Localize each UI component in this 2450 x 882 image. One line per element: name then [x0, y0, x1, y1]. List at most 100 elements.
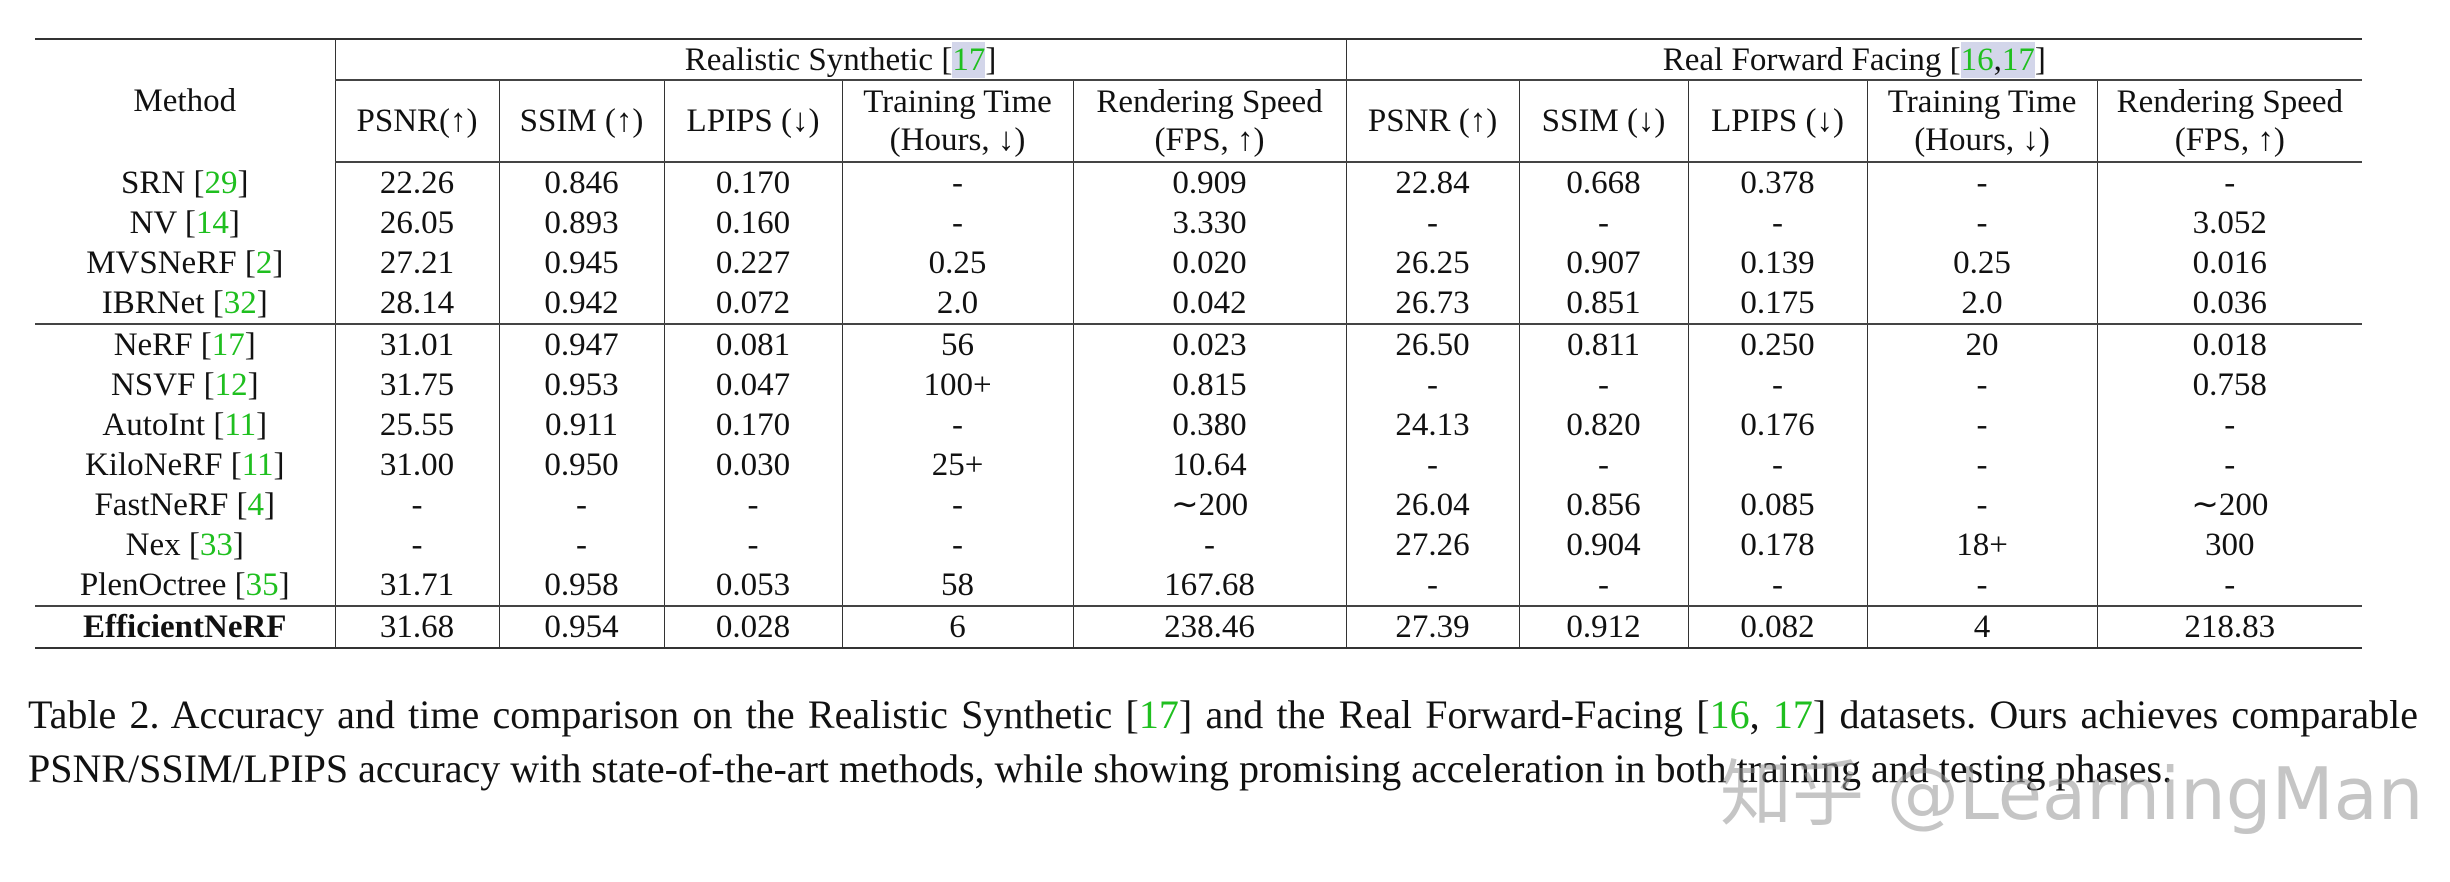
citation-link[interactable]: 33: [199, 527, 233, 563]
citation-link[interactable]: 16: [1960, 41, 1994, 78]
value-cell: 31.01: [334, 323, 500, 365]
citation-link[interactable]: 17: [952, 41, 986, 78]
citation-link[interactable]: 35: [245, 567, 279, 603]
value-cell: 0.030: [663, 445, 843, 485]
method-cell: MVSNeRF [2]: [35, 243, 336, 283]
value-cell: 0.047: [663, 365, 843, 405]
citation-link[interactable]: 4: [247, 487, 265, 523]
value-cell: 6: [841, 605, 1074, 649]
value-cell: 0.856: [1518, 485, 1689, 525]
column-header: PSNR (↑): [1345, 80, 1520, 163]
value-cell: ∼200: [2096, 485, 2363, 525]
group-label: Real Forward Facing: [1662, 41, 1950, 78]
table-row: SRN [29] 22.26 0.846 0.170-0.909 22.84 0.668 0…: [35, 162, 2363, 203]
value-cell: -: [1866, 365, 2098, 405]
value-cell: 0.953: [498, 365, 665, 405]
value-cell: 26.50: [1345, 323, 1520, 365]
table-row: NSVF [12] 31.75 0.953 0.047 100+ 0.815- - - -0.7…: [35, 365, 2363, 405]
value-cell: 20: [1866, 323, 2098, 365]
value-cell: 58: [841, 565, 1074, 606]
method-name: EfficientNeRF: [83, 609, 287, 645]
citation-link[interactable]: 2: [255, 245, 273, 281]
column-header: Rendering Speed (FPS, ↑): [2096, 80, 2363, 163]
group-label: Realistic Synthetic: [684, 41, 942, 78]
value-cell: -: [334, 485, 500, 525]
value-cell: -: [1866, 162, 2098, 203]
column-header-line: SSIM (↓): [1541, 103, 1666, 139]
value-cell: 0.815: [1072, 365, 1347, 405]
citation-link[interactable]: 12: [214, 367, 248, 403]
column-header-line: Rendering Speed: [1096, 84, 1323, 120]
column-header: Rendering Speed (FPS, ↑): [1072, 80, 1347, 163]
value-cell: 218.83: [2096, 605, 2363, 649]
value-cell: -: [663, 485, 843, 525]
value-cell: 0.945: [498, 243, 665, 283]
value-cell: 0.846: [498, 162, 665, 203]
value-cell: 300: [2096, 525, 2363, 565]
citation-link[interactable]: 16: [1709, 692, 1750, 737]
value-cell: -: [663, 525, 843, 565]
value-cell: 28.14: [334, 283, 500, 324]
citation-link[interactable]: 17: [1138, 692, 1179, 737]
method-name: MVSNeRF: [86, 245, 245, 281]
citation-link[interactable]: 32: [223, 285, 257, 321]
value-cell: 0.380: [1072, 405, 1347, 445]
value-cell: 2.0: [841, 283, 1074, 324]
value-cell: 0.912: [1518, 605, 1689, 649]
method-name: IBRNet: [101, 285, 213, 321]
citation-link[interactable]: 17: [211, 327, 245, 363]
citation-link[interactable]: 17: [1772, 692, 1813, 737]
value-cell: 0.25: [1866, 243, 2098, 283]
value-cell: 56: [841, 323, 1074, 365]
column-header-line: (FPS, ↑): [2174, 122, 2285, 158]
value-cell: -: [1518, 565, 1689, 606]
value-cell: 0.958: [498, 565, 665, 606]
citation-link[interactable]: 14: [195, 205, 229, 241]
value-cell: 0.036: [2096, 283, 2363, 324]
column-header-line: PSNR(↑): [356, 103, 478, 139]
value-cell: 0.020: [1072, 243, 1347, 283]
value-cell: 0.25: [841, 243, 1074, 283]
column-header-line: LPIPS (↓): [686, 103, 820, 139]
method-name: Nex: [125, 527, 189, 563]
value-cell: 0.175: [1687, 283, 1868, 324]
value-cell: -: [841, 162, 1074, 203]
value-cell: 0.072: [663, 283, 843, 324]
value-cell: 4: [1866, 605, 2098, 649]
value-cell: 26.25: [1345, 243, 1520, 283]
method-cell: NSVF [12]: [35, 365, 336, 405]
value-cell: 0.053: [663, 565, 843, 606]
value-cell: 2.0: [1866, 283, 2098, 324]
value-cell: 0.227: [663, 243, 843, 283]
column-header-line: Rendering Speed: [2116, 84, 2343, 120]
method-cell: IBRNet [32]: [35, 283, 336, 324]
method-name: SRN: [121, 164, 194, 201]
value-cell: -: [1687, 445, 1868, 485]
citation-link[interactable]: 29: [204, 164, 238, 201]
value-cell: 0.668: [1518, 162, 1689, 203]
value-cell: 31.68: [334, 605, 500, 649]
method-name: AutoInt: [102, 407, 214, 443]
table-row: PlenOctree [35] 31.71 0.958 0.053 58 167.68- -…: [35, 565, 2363, 606]
method-name: KiloNeRF: [84, 447, 231, 483]
value-cell: 0.907: [1518, 243, 1689, 283]
value-cell: 0.139: [1687, 243, 1868, 283]
value-cell: -: [1345, 203, 1520, 243]
caption-text: Table 2. Accuracy and time comparison on…: [28, 692, 1139, 737]
value-cell: 31.71: [334, 565, 500, 606]
column-header: Training Time (Hours, ↓): [841, 80, 1074, 163]
value-cell: -: [1345, 365, 1520, 405]
value-cell: -: [1866, 445, 2098, 485]
value-cell: -: [1687, 365, 1868, 405]
table-row: IBRNet [32] 28.14 0.942 0.072 2.0 0.042 26.73 0…: [35, 283, 2363, 324]
citation-link[interactable]: 11: [224, 407, 257, 443]
value-cell: 26.73: [1345, 283, 1520, 324]
citation-link[interactable]: 11: [241, 447, 274, 483]
table-caption: Table 2. Accuracy and time comparison on…: [28, 688, 2418, 796]
value-cell: 0.178: [1687, 525, 1868, 565]
value-cell: -: [1866, 405, 2098, 445]
column-header-line: PSNR (↑): [1367, 103, 1498, 139]
group-header: Realistic Synthetic [17]: [334, 38, 1347, 81]
citation-link[interactable]: 17: [2001, 41, 2035, 78]
value-cell: 238.46: [1072, 605, 1347, 649]
